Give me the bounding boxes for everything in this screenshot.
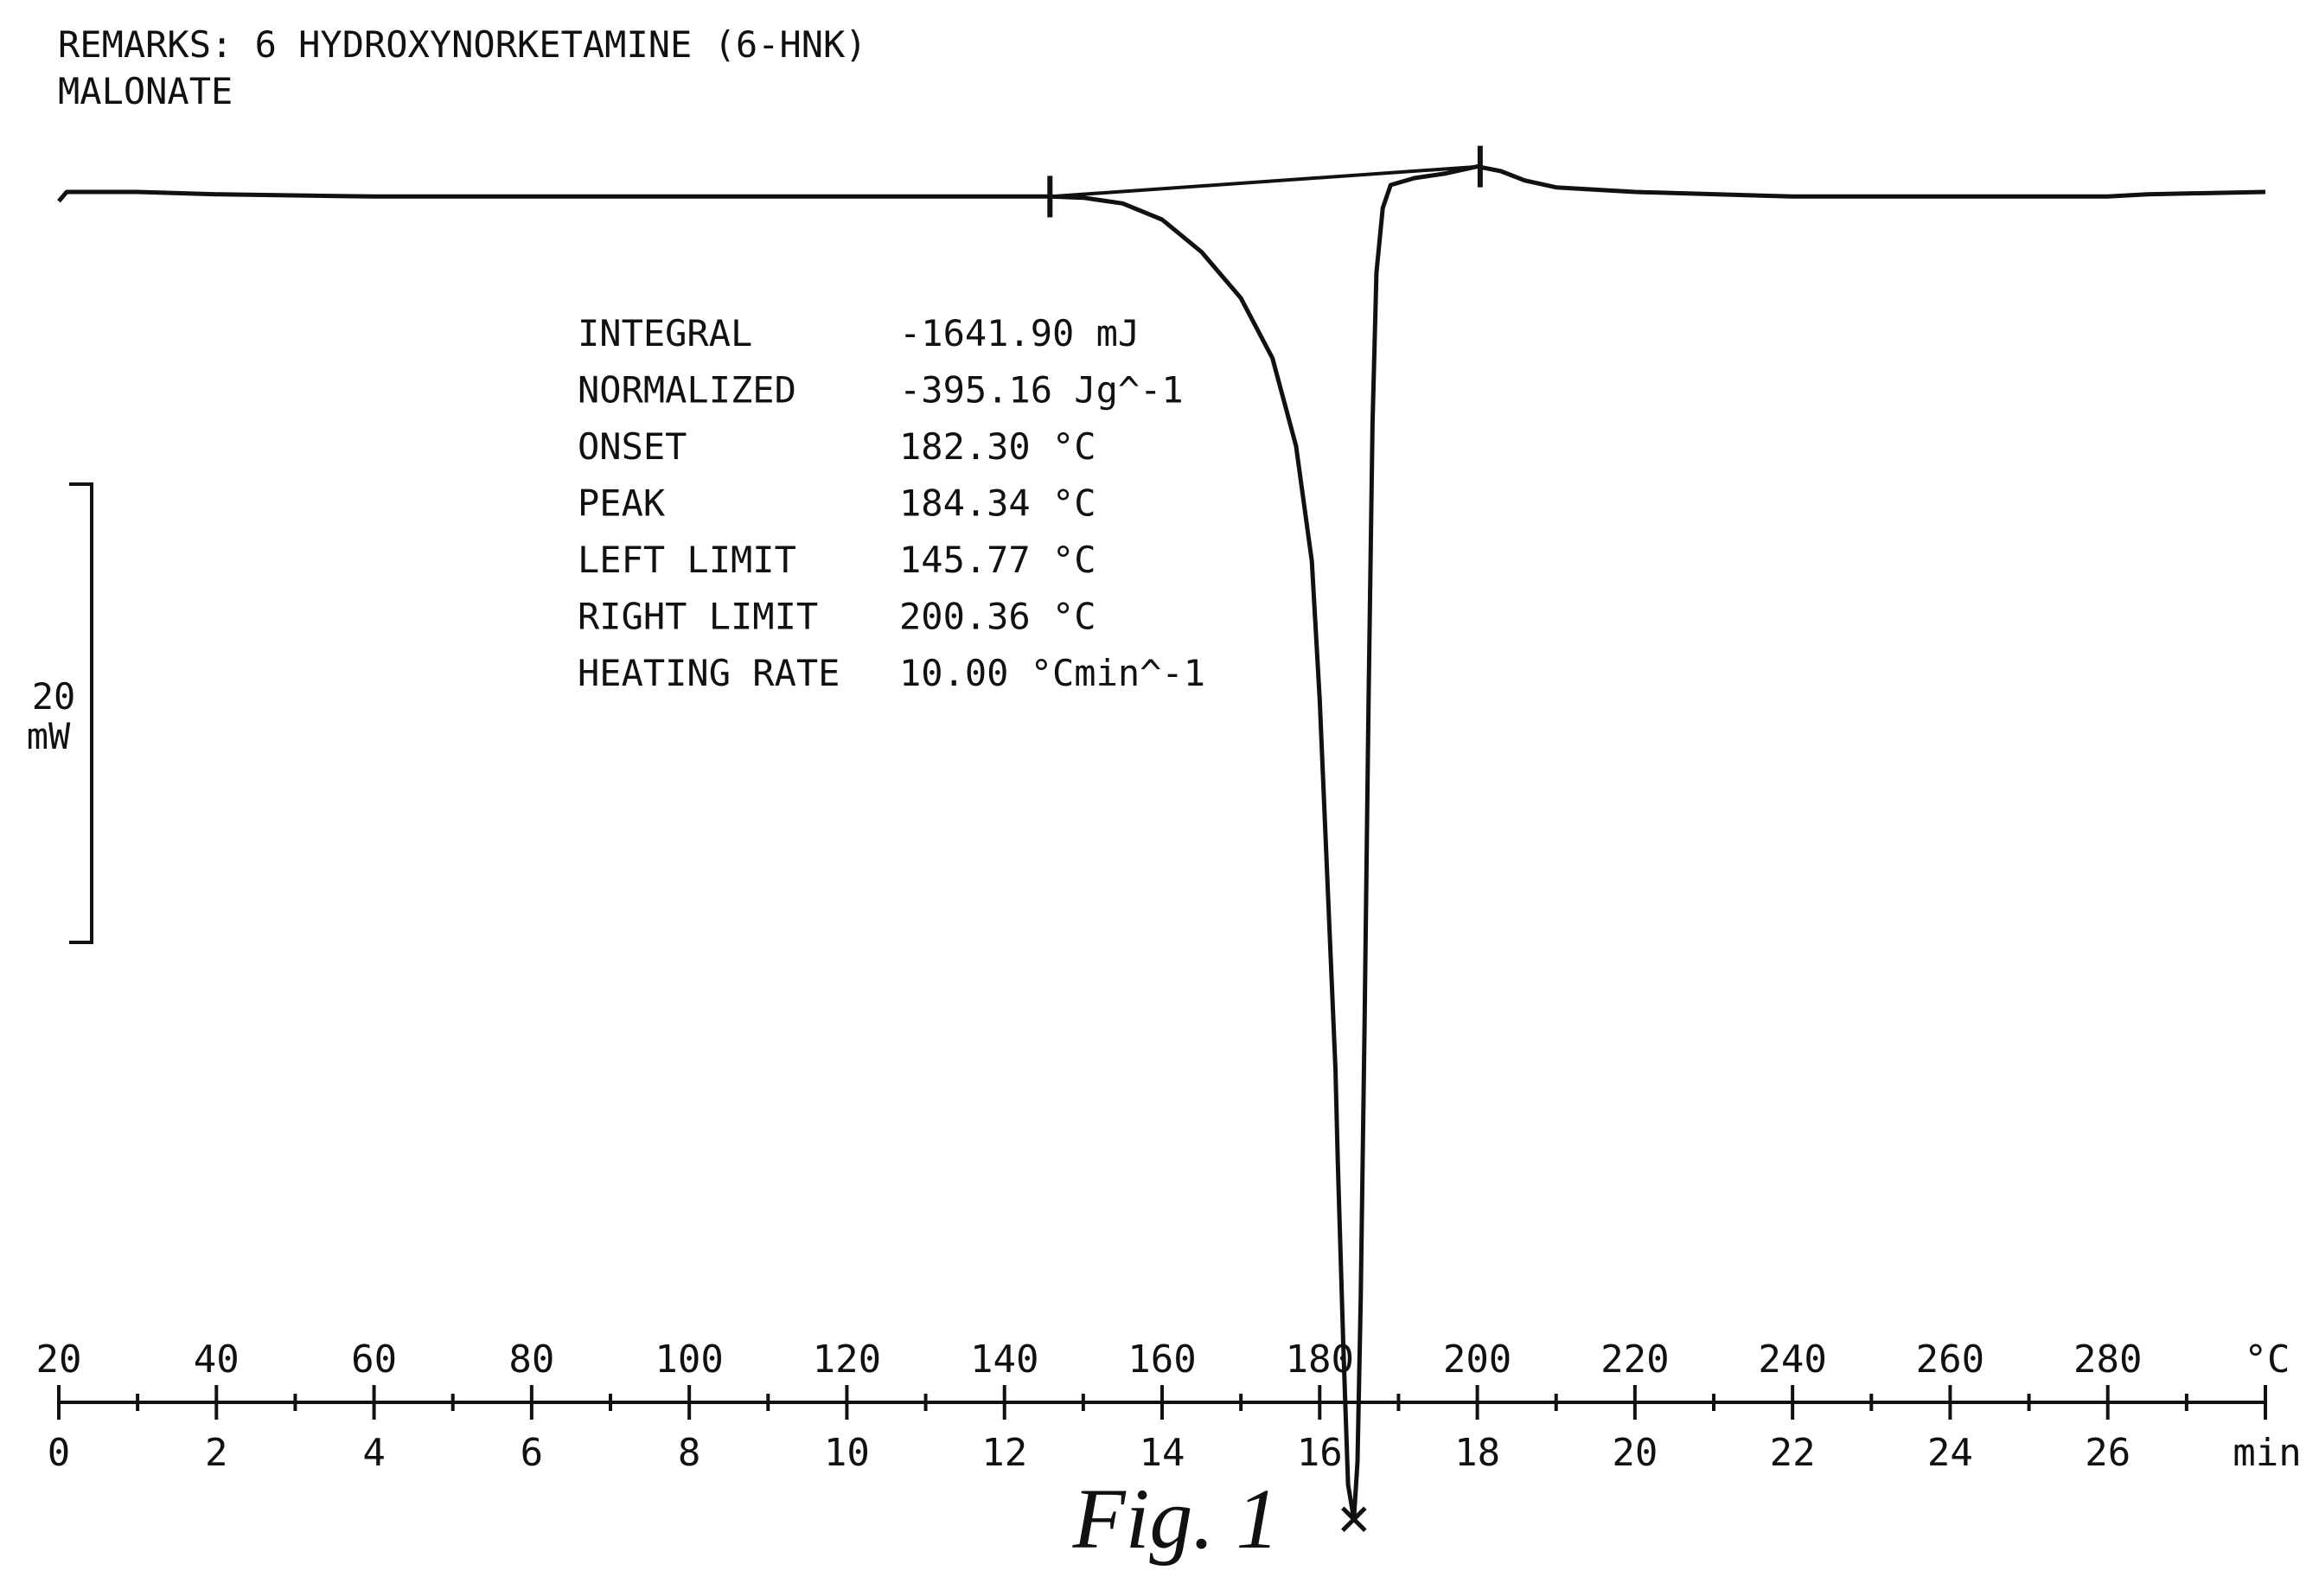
dual-axis: 20 40 60 80 100 120 140 160 180 200 220 240 260 280 °C… (36, 1337, 2302, 1475)
time-tick-label: 26 (2085, 1431, 2131, 1475)
time-tick-label: 10 (824, 1431, 870, 1475)
temperature-tick-label: 120 (813, 1337, 881, 1382)
results-table: INTEGRAL -1641.90 mJ NORMALIZED -395.16 Jg^… (578, 312, 1205, 694)
result-value: -395.16 Jg^-1 (899, 369, 1184, 412)
temperature-tick-label: 80 (508, 1337, 554, 1382)
result-label: ONSET (578, 425, 687, 468)
result-label: RIGHT LIMIT (578, 596, 818, 638)
result-label: HEATING RATE (578, 652, 840, 694)
time-tick-label: 16 (1297, 1431, 1343, 1475)
scale-bar: 20 mW (27, 482, 93, 944)
temperature-tick-label: 100 (655, 1337, 723, 1382)
temperature-tick-label: 260 (1916, 1337, 1984, 1382)
time-tick-label: 24 (1927, 1431, 1973, 1475)
scale-bar-bracket (69, 482, 93, 944)
result-value: 184.34 °C (899, 482, 1096, 525)
temperature-tick-label: 60 (351, 1337, 397, 1382)
time-tick-label: 20 (1612, 1431, 1658, 1475)
time-tick-label: 14 (1140, 1431, 1185, 1475)
scale-bar-unit: mW (27, 715, 71, 757)
temperature-unit: °C (2245, 1337, 2290, 1382)
temperature-tick-label: 240 (1758, 1337, 1826, 1382)
remarks-line-2: MALONATE (58, 70, 233, 112)
time-tick-label: 0 (48, 1431, 71, 1475)
result-value: 145.77 °C (899, 539, 1096, 581)
peak-marker (1341, 1506, 1367, 1533)
integration-baseline (1050, 164, 1480, 199)
temperature-tick-label: 180 (1286, 1337, 1354, 1382)
result-value: 182.30 °C (899, 425, 1096, 468)
remarks-line-1: REMARKS: 6 HYDROXYNORKETAMINE (6-HNK) (58, 23, 867, 66)
result-label: LEFT LIMIT (578, 539, 796, 581)
temperature-tick-label: 200 (1443, 1337, 1511, 1382)
time-tick-label: 12 (981, 1431, 1027, 1475)
figure-caption: Fig. 1 (1072, 1471, 1280, 1567)
result-label: PEAK (578, 482, 666, 525)
time-tick-label: 22 (1770, 1431, 1816, 1475)
time-tick-label: 4 (362, 1431, 386, 1475)
plot-area (57, 145, 2266, 1533)
temperature-tick-label: 280 (2073, 1337, 2142, 1382)
time-tick-label: 8 (678, 1431, 701, 1475)
temperature-tick-label: 20 (36, 1337, 82, 1382)
dsc-curve (57, 164, 2266, 1522)
time-unit: min (2233, 1431, 2301, 1475)
time-tick-label: 18 (1454, 1431, 1500, 1475)
temperature-tick-label: 220 (1600, 1337, 1669, 1382)
time-tick-label: 2 (205, 1431, 228, 1475)
time-tick-label: 6 (521, 1431, 544, 1475)
result-label: NORMALIZED (578, 369, 796, 412)
result-label: INTEGRAL (578, 312, 752, 354)
result-value: -1641.90 mJ (899, 312, 1140, 354)
temperature-tick-label: 40 (194, 1337, 240, 1382)
result-value: 10.00 °Cmin^-1 (899, 652, 1205, 694)
scale-bar-value: 20 (32, 675, 76, 718)
temperature-tick-label: 140 (970, 1337, 1038, 1382)
result-value: 200.36 °C (899, 596, 1096, 638)
temperature-tick-label: 160 (1128, 1337, 1196, 1382)
